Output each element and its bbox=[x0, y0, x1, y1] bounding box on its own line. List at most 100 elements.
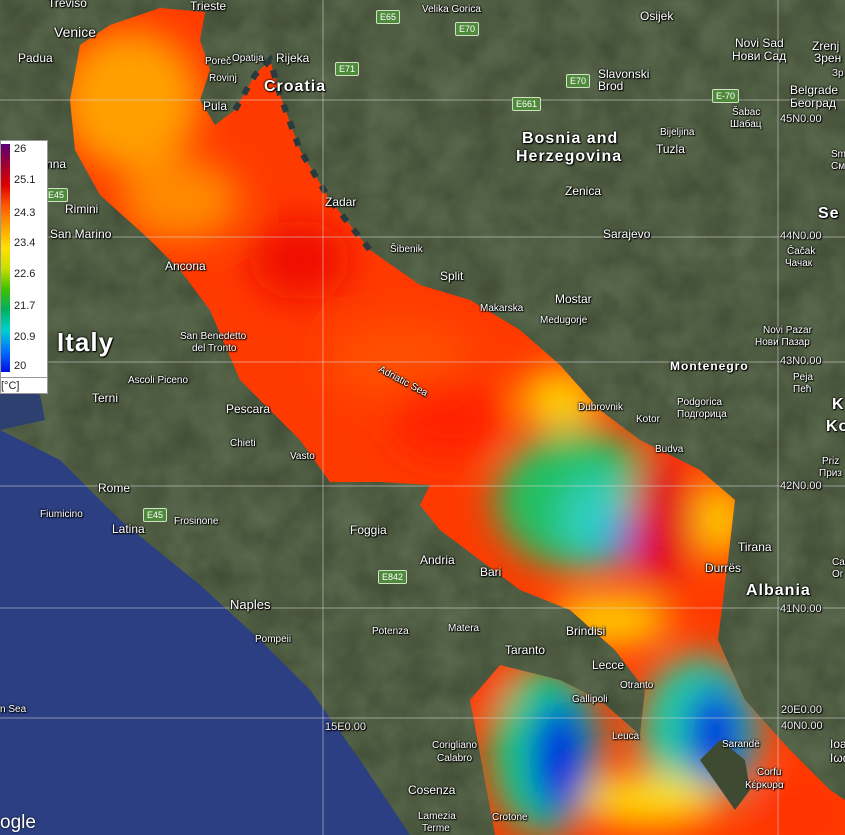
place-label[interactable]: См bbox=[831, 161, 845, 172]
road-shield: E70 bbox=[566, 74, 591, 88]
place-label[interactable]: Pompeii bbox=[255, 634, 292, 645]
place-label[interactable]: Priz bbox=[822, 456, 840, 467]
place-label[interactable]: Sarajevo bbox=[603, 227, 651, 241]
place-label[interactable]: San Benedetto bbox=[180, 331, 247, 342]
grid-label: 15E0.00 bbox=[325, 721, 366, 733]
place-label[interactable]: Novi Pazar bbox=[763, 325, 812, 336]
place-label[interactable]: Venice bbox=[54, 24, 97, 40]
place-label[interactable]: Зр bbox=[832, 68, 844, 79]
place-label[interactable]: Gallipoli bbox=[572, 694, 608, 705]
place-label[interactable]: Padua bbox=[18, 51, 53, 65]
road-shield: E65 bbox=[376, 10, 401, 24]
place-label[interactable]: del Tronto bbox=[192, 343, 237, 354]
place-label[interactable]: Novi Sad bbox=[735, 36, 784, 50]
place-label[interactable]: Matera bbox=[448, 623, 480, 634]
place-label[interactable]: Vasto bbox=[290, 451, 315, 462]
place-label[interactable]: Iωα bbox=[830, 751, 845, 765]
place-label[interactable]: Peja bbox=[793, 372, 814, 383]
place-label[interactable]: Taranto bbox=[505, 643, 546, 657]
place-label[interactable]: Sm bbox=[831, 149, 845, 160]
place-label[interactable]: Пећ bbox=[793, 384, 812, 395]
place-label[interactable]: Pescara bbox=[226, 402, 271, 416]
place-label[interactable]: Cosenza bbox=[408, 783, 456, 797]
place-label[interactable]: Corfu bbox=[757, 767, 782, 778]
place-label[interactable]: Bari bbox=[480, 565, 502, 579]
place-label[interactable]: Tuzla bbox=[656, 142, 685, 156]
place-label[interactable]: Зрен bbox=[814, 51, 842, 65]
place-label[interactable]: Medugorje bbox=[540, 315, 588, 326]
place-label[interactable]: Or bbox=[832, 569, 844, 580]
place-label[interactable]: Чачак bbox=[785, 258, 813, 269]
place-label[interactable]: Нови Сад bbox=[732, 49, 787, 63]
place-label[interactable]: Kotor bbox=[636, 414, 660, 425]
place-label[interactable]: Terni bbox=[92, 391, 119, 405]
place-label[interactable]: Ascoli Piceno bbox=[128, 375, 189, 386]
road-shield: E842 bbox=[378, 570, 408, 584]
place-label[interactable]: Ko bbox=[826, 418, 845, 435]
place-label[interactable]: Treviso bbox=[48, 0, 87, 10]
place-label[interactable]: Κέρκυρα bbox=[745, 780, 784, 791]
place-label[interactable]: Opatija bbox=[232, 53, 264, 64]
place-label[interactable]: Slavonski bbox=[598, 67, 650, 81]
place-label[interactable]: Velika Gorica bbox=[422, 4, 481, 15]
place-label[interactable]: Lamezia bbox=[418, 811, 456, 822]
place-label[interactable]: Bijeljina bbox=[660, 127, 695, 138]
country-label: Herzegovina bbox=[516, 148, 623, 165]
place-label[interactable]: Dubrovnik bbox=[578, 402, 624, 413]
place-label[interactable]: Brindisi bbox=[566, 624, 606, 638]
place-label[interactable]: Poreč bbox=[205, 56, 232, 67]
place-label[interactable]: Rovinj bbox=[209, 73, 237, 84]
place-label[interactable]: Београд bbox=[790, 96, 836, 110]
place-label[interactable]: Osijek bbox=[640, 9, 674, 23]
grid-label: 44N0.00 bbox=[780, 230, 822, 242]
place-label[interactable]: Fiumicino bbox=[40, 509, 83, 520]
place-label[interactable]: Leuca bbox=[612, 731, 640, 742]
place-label[interactable]: Budva bbox=[655, 444, 684, 455]
place-label[interactable]: Rijeka bbox=[276, 51, 310, 65]
place-label[interactable]: Нови Пазар bbox=[755, 337, 810, 348]
place-label[interactable]: Sarandë bbox=[722, 739, 760, 750]
place-label[interactable]: Latina bbox=[112, 522, 145, 536]
place-label[interactable]: Zadar bbox=[325, 195, 357, 209]
place-label[interactable]: Durrës bbox=[705, 561, 742, 575]
place-label[interactable]: Makarska bbox=[480, 303, 524, 314]
place-label[interactable]: Rome bbox=[98, 481, 131, 495]
place-label[interactable]: Rimini bbox=[65, 202, 99, 216]
place-label[interactable]: Potenza bbox=[372, 626, 409, 637]
place-label[interactable]: Otranto bbox=[620, 680, 654, 691]
place-label[interactable]: Crotone bbox=[492, 812, 528, 823]
place-label[interactable]: Zrenj bbox=[812, 39, 840, 53]
place-label[interactable]: Split bbox=[440, 269, 464, 283]
place-label[interactable]: Frosinone bbox=[174, 516, 219, 527]
place-label[interactable]: Corigliano bbox=[432, 740, 478, 751]
place-label[interactable]: Naples bbox=[230, 597, 271, 612]
legend-tick: 26 bbox=[14, 143, 27, 155]
place-label[interactable]: Приз bbox=[819, 468, 842, 479]
place-label[interactable]: Lecce bbox=[592, 658, 625, 672]
place-label[interactable]: Chieti bbox=[230, 438, 256, 449]
place-label[interactable]: Brod bbox=[598, 79, 624, 93]
place-label[interactable]: Belgrade bbox=[790, 83, 839, 97]
place-label[interactable]: Tirana bbox=[738, 540, 772, 554]
place-label[interactable]: Andria bbox=[420, 553, 455, 567]
place-label[interactable]: Ioa bbox=[830, 737, 845, 751]
place-label[interactable]: Terme bbox=[422, 823, 450, 834]
place-label[interactable]: Calabro bbox=[437, 753, 473, 764]
place-label[interactable]: Zenica bbox=[565, 184, 602, 198]
place-label[interactable]: Mostar bbox=[555, 292, 592, 306]
place-label[interactable]: Ca bbox=[832, 557, 845, 568]
place-label[interactable]: Pula bbox=[203, 99, 228, 113]
place-label[interactable]: Foggia bbox=[350, 523, 387, 537]
place-label[interactable]: Čačak bbox=[787, 246, 816, 257]
place-label[interactable]: Podgorica bbox=[677, 397, 723, 408]
place-label[interactable]: San Marino bbox=[50, 227, 112, 241]
road-shield: E71 bbox=[335, 62, 360, 76]
place-label[interactable]: Ancona bbox=[165, 259, 206, 273]
place-label[interactable]: Šibenik bbox=[390, 244, 423, 255]
place-label[interactable]: Trieste bbox=[190, 0, 227, 13]
place-label[interactable]: Šabac bbox=[732, 107, 761, 118]
place-label[interactable]: Шабац bbox=[730, 119, 762, 130]
legend-tick: 20.9 bbox=[14, 331, 36, 343]
place-label[interactable]: Подгорица bbox=[677, 409, 727, 420]
